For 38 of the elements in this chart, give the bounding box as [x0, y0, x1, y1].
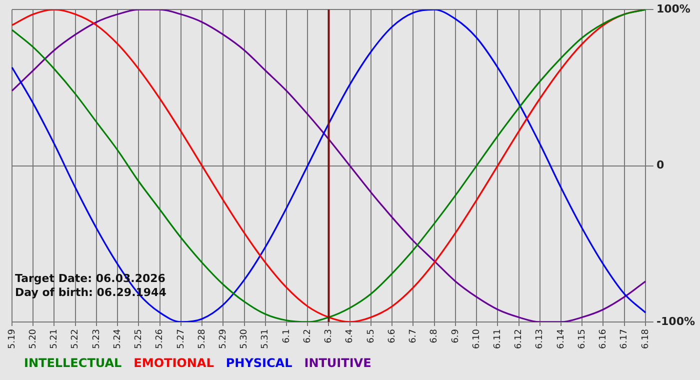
x-tick-label: 5.28	[197, 328, 208, 350]
x-tick-label: 6.11	[492, 328, 503, 350]
x-tick-label: 5.23	[92, 328, 102, 350]
x-tick-label: 5.31	[260, 328, 271, 350]
x-tick-label: 6.15	[577, 328, 588, 350]
x-tick-label: 5.24	[112, 328, 123, 350]
x-tick-label: 6.16	[598, 328, 609, 350]
x-tick-label: 6.2	[302, 328, 313, 344]
y-tick-label: 0	[656, 158, 664, 172]
x-tick-label: 6.18	[640, 328, 651, 350]
text: PHYSICAL	[226, 356, 293, 370]
x-tick-label: 6.5	[366, 328, 376, 344]
x-tick-label: 6.9	[450, 328, 461, 344]
y-tick-label: 100%	[656, 2, 690, 16]
x-tick-label: 5.21	[50, 328, 60, 350]
x-tick-label: 6.13	[535, 328, 546, 350]
x-tick-label: 5.19	[7, 328, 18, 350]
x-tick-label: 6.7	[408, 328, 419, 344]
y-tick-label: -100%	[656, 314, 696, 328]
text: EMOTIONAL	[134, 356, 214, 370]
x-tick-label: 6.4	[345, 328, 356, 344]
x-tick-label: 6.8	[430, 328, 440, 344]
x-tick-label: 5.27	[176, 328, 186, 350]
x-tick-label: 5.20	[28, 328, 38, 350]
text: INTELLECTUAL	[24, 356, 122, 370]
x-tick-label: 6.12	[514, 328, 524, 350]
x-tick-label: 6.6	[387, 328, 398, 344]
text: INTUITIVE	[304, 356, 372, 370]
x-tick-label: 6.10	[472, 328, 482, 350]
x-tick-label: 5.30	[240, 328, 250, 350]
x-tick-label: 6.3	[324, 328, 334, 344]
x-tick-label: 5.26	[155, 328, 166, 350]
x-tick-label: 5.25	[134, 328, 144, 350]
x-tick-label: 6.1	[282, 328, 292, 344]
x-tick-label: 5.29	[218, 328, 228, 350]
x-tick-label: 5.22	[70, 328, 81, 350]
x-tick-label: 6.14	[556, 328, 566, 350]
x-tick-label: 6.17	[620, 328, 630, 350]
